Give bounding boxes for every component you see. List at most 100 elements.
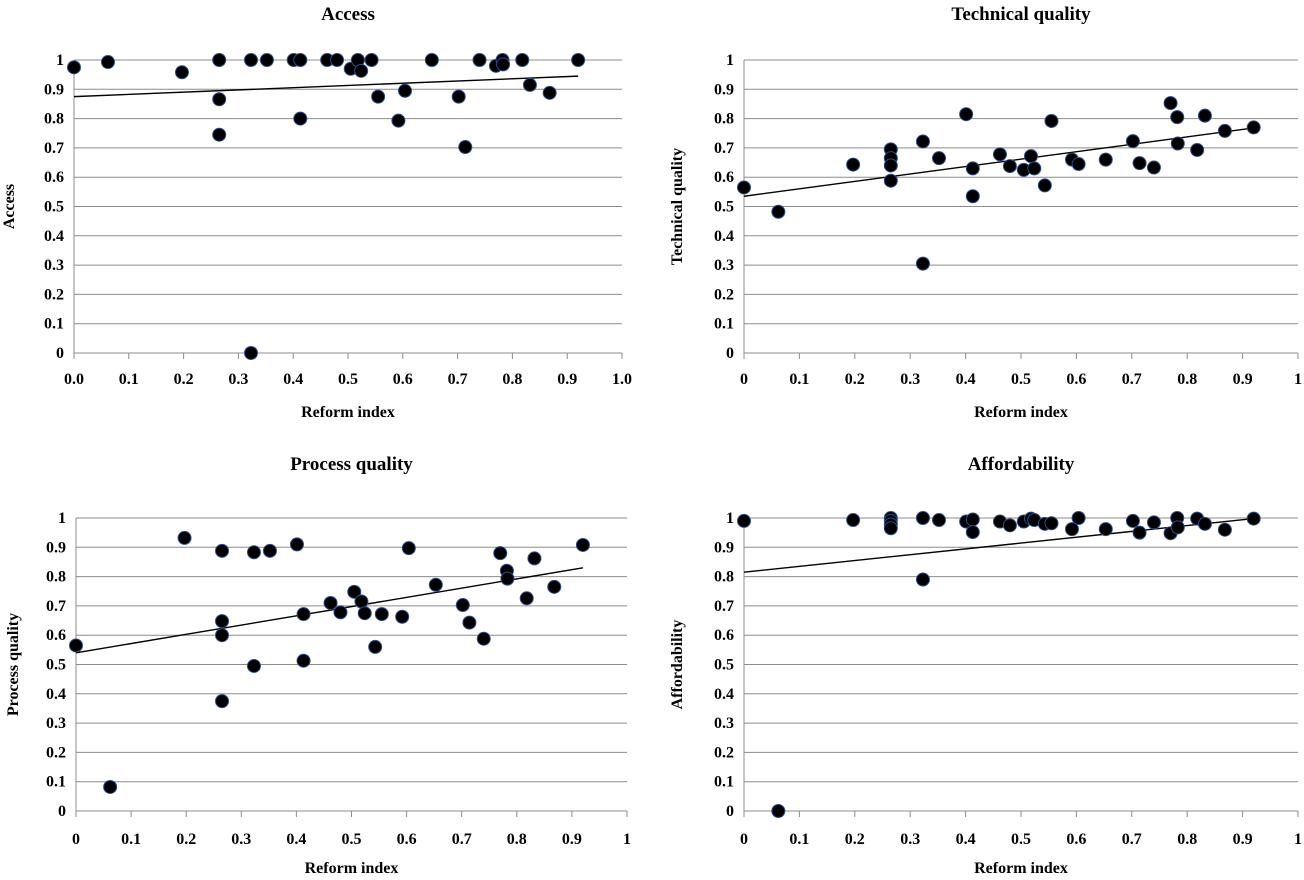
data-point (401, 541, 416, 556)
chart-panel-affordability: Affordability 0 0.1 0.2 0.3 0.4 0.5 0.6 0.7 0.8 0.… (652, 440, 1304, 880)
x-tick-label: 0.6 (397, 831, 417, 848)
x-tick-label: 0.6 (1066, 371, 1086, 388)
x-tick-label: 0.2 (845, 831, 865, 848)
data-point (527, 551, 542, 566)
data-point (1071, 157, 1086, 172)
data-point (1197, 108, 1212, 123)
chart-svg-affordability: Affordability 0 0.1 0.2 0.3 0.4 0.5 0.6 0.7 0.8 0.… (669, 454, 1302, 877)
data-point (1170, 110, 1185, 125)
x-tick-label: 0.2 (845, 371, 865, 388)
data-point (354, 594, 369, 609)
y-tick-label: 0.4 (44, 228, 64, 245)
y-tick-label: 0.2 (46, 744, 66, 761)
x-tick-label: 0.8 (1177, 831, 1197, 848)
data-point (846, 157, 861, 172)
x-tick-label: 0.2 (174, 371, 194, 388)
data-point (1170, 136, 1185, 151)
data-point (883, 173, 898, 188)
y-tick-label: 0.2 (44, 286, 64, 303)
x-tick-label: 0.1 (789, 831, 809, 848)
x-tick-label: 0.2 (176, 831, 196, 848)
data-point (395, 609, 410, 624)
y-tick-label: 1 (726, 52, 734, 69)
y-tick-label: 0.4 (46, 686, 66, 703)
chart-svg-process-quality: Process quality 0 0.1 0.2 0.3 0.4 0.5 0.6 0.7 0.8… (5, 454, 631, 877)
data-point (1246, 120, 1261, 135)
y-tick-label: 0 (58, 803, 66, 820)
y-tick-label: 0 (726, 345, 734, 362)
y-tick-label: 0.5 (44, 199, 64, 216)
y-tick-label: 0.1 (44, 316, 64, 333)
y-tick-label: 0.5 (714, 657, 734, 674)
data-point (293, 53, 308, 67)
x-tick-label: 0.4 (956, 831, 976, 848)
data-point (965, 161, 980, 176)
chart-panel-process-quality: Process quality 0 0.1 0.2 0.3 0.4 0.5 0.6 0.7 0.8… (0, 440, 652, 880)
data-point (1163, 96, 1178, 111)
x-tick-label: 0.1 (121, 831, 141, 848)
data-point (1002, 518, 1017, 533)
data-point (1146, 515, 1161, 530)
y-tick-label: 0.3 (44, 257, 64, 274)
data-point (103, 779, 118, 794)
data-point (883, 158, 898, 173)
x-tick-label: 0.3 (231, 831, 251, 848)
data-point (932, 151, 947, 166)
x-axis-label: Reform index (301, 404, 395, 421)
chart-title: Affordability (968, 454, 1075, 475)
y-tick-label: 0.8 (714, 111, 734, 128)
x-tick-label: 1 (1294, 371, 1302, 388)
data-point (932, 513, 947, 528)
data-point (519, 591, 534, 606)
x-tick-label: 0.3 (900, 371, 920, 388)
y-tick-label: 0.6 (46, 627, 66, 644)
data-point (215, 543, 230, 558)
y-tick-label: 0.1 (714, 774, 734, 791)
data-point (515, 53, 530, 67)
x-tick-label: 0.5 (342, 831, 362, 848)
x-tick-label: 0.1 (119, 371, 139, 388)
x-tick-label: 1.0 (612, 371, 632, 388)
data-point (1044, 516, 1059, 531)
data-point (737, 513, 751, 528)
y-tick-label: 1 (58, 510, 66, 527)
data-point (1098, 522, 1113, 537)
y-tick-label: 0.7 (714, 140, 734, 157)
data-point (1044, 113, 1059, 128)
data-point (1197, 516, 1212, 531)
data-point (992, 147, 1007, 162)
data-point (1027, 161, 1042, 176)
data-point (215, 614, 230, 629)
y-axis-label: Access (1, 184, 18, 229)
y-tick-label: 1 (56, 52, 64, 69)
x-tick-label: 0.8 (502, 371, 522, 388)
y-tick-label: 0.3 (714, 257, 734, 274)
trend-line (75, 567, 584, 654)
data-point (354, 63, 369, 78)
data-point (212, 92, 227, 107)
y-tick-label: 0.7 (46, 598, 66, 615)
data-point (296, 607, 311, 622)
y-tick-label: 0.6 (714, 169, 734, 186)
data-point (500, 571, 515, 586)
data-point (69, 638, 83, 653)
data-point (246, 658, 261, 673)
chart-panel-technical-quality: Technical quality 0 0.1 0.2 0.3 0.4 0.5 0.6 0.7 0… (652, 0, 1304, 440)
data-point (212, 127, 227, 142)
data-point (458, 140, 473, 155)
data-point (397, 83, 412, 98)
x-tick-label: 0.7 (448, 371, 468, 388)
data-point (215, 694, 230, 709)
x-tick-label: 0.9 (1233, 831, 1253, 848)
data-point (215, 628, 230, 643)
trend-line (743, 127, 1254, 197)
data-point (965, 525, 980, 540)
x-tick-label: 1 (1294, 831, 1302, 848)
data-point (374, 607, 389, 622)
data-point (67, 60, 81, 75)
data-point (212, 53, 227, 67)
data-point (959, 107, 974, 122)
data-point (1098, 152, 1113, 167)
data-point (915, 511, 930, 525)
y-tick-label: 0.8 (714, 569, 734, 586)
